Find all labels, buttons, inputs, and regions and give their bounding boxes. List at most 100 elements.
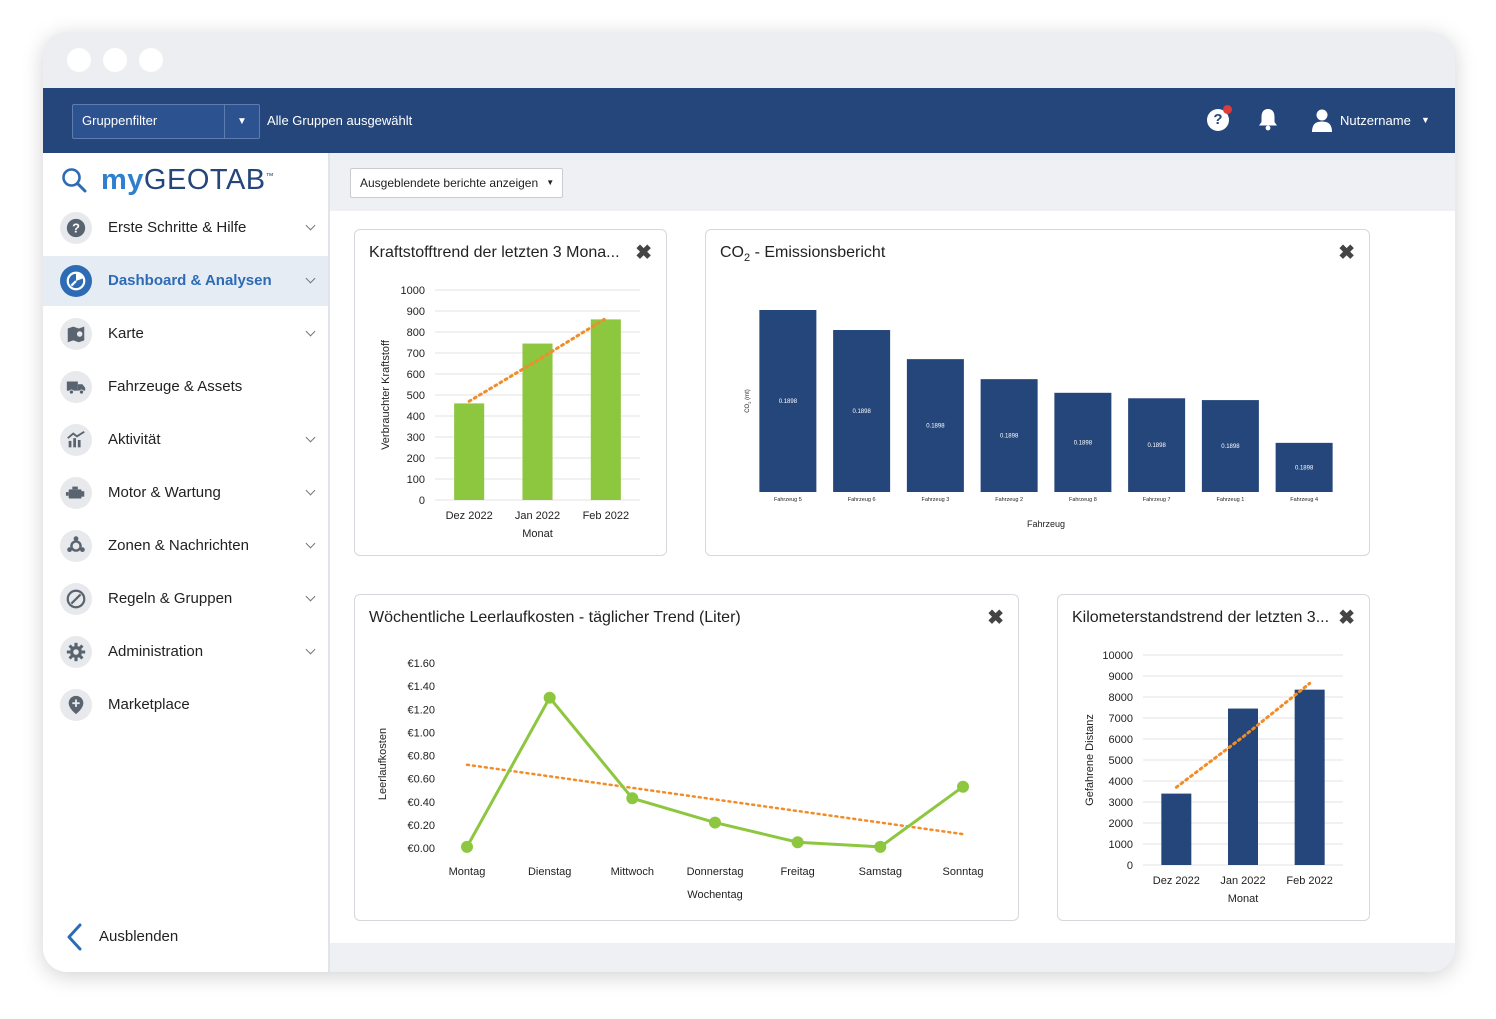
y-tick-label: 7000	[1109, 713, 1133, 725]
y-tick-label: 3000	[1109, 797, 1133, 809]
data-label: 0.1898	[1074, 440, 1093, 446]
bar	[1294, 689, 1325, 865]
browser-window: Gruppenfilter ▼ Alle Gruppen ausgewählt …	[43, 32, 1455, 972]
y-tick-label: €0.60	[407, 774, 435, 786]
bar	[906, 359, 964, 492]
sidebar-item-motor-wartung[interactable]: Motor & Wartung	[43, 468, 328, 518]
zones-icon	[60, 530, 92, 562]
help-icon: ?	[60, 212, 92, 244]
sidebar-item-label: Motor & Wartung	[108, 484, 221, 501]
y-axis-label: Gefahrene Distanz	[1084, 714, 1096, 806]
data-label: 0.1898	[1221, 444, 1240, 450]
idle-cost-card: Wöchentliche Leerlaufkosten - täglicher …	[354, 594, 1019, 921]
x-tick-label: Fahrzeug 5	[774, 497, 802, 503]
chevron-down-icon[interactable]	[305, 538, 316, 549]
bar	[454, 403, 485, 500]
hide-sidebar-button[interactable]: Ausblenden	[65, 923, 178, 951]
y-tick-label: 300	[407, 432, 425, 444]
user-icon[interactable]	[1311, 108, 1333, 132]
show-hidden-reports-dropdown[interactable]: Ausgeblendete berichte anzeigen ▼	[350, 168, 564, 198]
x-tick-label: Fahrzeug 6	[848, 497, 876, 503]
chevron-down-icon[interactable]	[305, 220, 316, 231]
close-icon[interactable]: ✖	[1338, 607, 1355, 629]
rules-icon	[60, 583, 92, 615]
co2-emission-card: CO2 - Emissionsbericht ✖ 0.1898 Fahrzeug …	[705, 229, 1370, 556]
chevron-down-icon[interactable]	[305, 326, 316, 337]
chevron-down-icon[interactable]	[305, 273, 316, 284]
bar	[1161, 793, 1192, 865]
y-axis-label: Verbrauchter Kraftstoff	[380, 339, 392, 450]
bar	[1275, 442, 1333, 492]
y-tick-label: €1.00	[407, 727, 435, 739]
x-tick-label: Fahrzeug 2	[995, 497, 1023, 503]
card-title: Kraftstofftrend der letzten 3 Mona...	[369, 244, 620, 261]
help-button[interactable]: ?	[1207, 105, 1232, 131]
y-tick-label: 5000	[1109, 755, 1133, 767]
data-point	[461, 840, 473, 853]
data-point	[543, 691, 556, 704]
x-tick-label: Dez 2022	[446, 510, 493, 522]
sidebar-item-label: Marketplace	[108, 696, 190, 713]
bar	[1128, 398, 1186, 492]
group-filter-dropdown[interactable]: Gruppenfilter ▼	[72, 104, 260, 139]
sidebar-item-regeln-gruppen[interactable]: Regeln & Gruppen	[43, 574, 328, 624]
truck-icon	[60, 371, 92, 403]
window-dot[interactable]	[67, 48, 91, 72]
y-tick-label: 0	[1127, 860, 1133, 872]
chevron-down-icon[interactable]	[305, 591, 316, 602]
sidebar-item-erste-schritte-hilfe[interactable]: ? Erste Schritte & Hilfe	[43, 203, 328, 253]
data-label: 0.1898	[1147, 443, 1166, 449]
data-point	[709, 816, 721, 829]
close-icon[interactable]: ✖	[1338, 242, 1355, 264]
username-label[interactable]: Nutzername	[1340, 113, 1411, 128]
search-icon[interactable]	[61, 167, 87, 193]
sidebar-item-administration[interactable]: Administration	[43, 627, 328, 677]
window-titlebar	[43, 32, 1455, 88]
y-axis-label: CO2 (mt)	[745, 389, 752, 413]
sidebar-item-zonen-nachrichten[interactable]: Zonen & Nachrichten	[43, 521, 328, 571]
x-tick-label: Fahrzeug 1	[1216, 497, 1244, 503]
bar	[980, 379, 1038, 492]
y-tick-label: €1.40	[407, 681, 435, 693]
data-label: 0.1898	[1295, 465, 1314, 471]
sidebar-item-marketplace[interactable]: Marketplace	[43, 680, 328, 730]
close-icon[interactable]: ✖	[987, 607, 1004, 629]
x-tick-label: Feb 2022	[1286, 875, 1332, 887]
map-icon	[60, 318, 92, 350]
sidebar: myGEOTAB™ ? Erste Schritte & Hilfe Dashboa…	[43, 153, 330, 972]
mygeotab-logo[interactable]: myGEOTAB™	[61, 164, 274, 196]
close-icon[interactable]: ✖	[635, 242, 652, 264]
dashboard-content: Ausgeblendete berichte anzeigen ▼ Krafts…	[330, 153, 1455, 943]
data-label: 0.1898	[779, 399, 798, 405]
card-title: Kilometerstandstrend der letzten 3...	[1072, 609, 1330, 626]
bar	[522, 343, 553, 500]
sidebar-item-aktivität[interactable]: Aktivität	[43, 415, 328, 465]
caret-down-icon[interactable]: ▼	[224, 105, 259, 138]
group-status-text: Alle Gruppen ausgewählt	[267, 113, 413, 128]
y-tick-label: €0.40	[407, 797, 435, 809]
x-axis-label: Wochentag	[687, 889, 742, 901]
caret-down-icon[interactable]: ▼	[1421, 115, 1430, 125]
chevron-down-icon[interactable]	[305, 485, 316, 496]
chevron-down-icon[interactable]	[305, 432, 316, 443]
chevron-down-icon[interactable]	[305, 644, 316, 655]
bell-icon[interactable]	[1257, 107, 1279, 131]
sidebar-item-dashboard-analysen[interactable]: Dashboard & Analysen	[43, 256, 328, 306]
y-tick-label: 9000	[1109, 671, 1133, 683]
bar	[833, 330, 891, 492]
sidebar-item-fahrzeuge-assets[interactable]: Fahrzeuge & Assets	[43, 362, 328, 412]
window-dot[interactable]	[103, 48, 127, 72]
sidebar-item-karte[interactable]: Karte	[43, 309, 328, 359]
data-point	[957, 780, 969, 793]
trend-line	[467, 316, 608, 403]
y-tick-label: €0.20	[407, 820, 435, 832]
window-dot[interactable]	[139, 48, 163, 72]
dashboard-toolbar: Ausgeblendete berichte anzeigen ▼	[330, 153, 1455, 211]
y-tick-label: 100	[407, 474, 425, 486]
odometer-trend-chart: 0 1000 2000 3000 4000 5000 6000 7000 8000 9000 100…	[1084, 650, 1343, 905]
x-tick-label: Jan 2022	[515, 510, 560, 522]
activity-chart-icon	[60, 424, 92, 456]
show-hidden-reports-label: Ausgeblendete berichte anzeigen	[360, 176, 539, 190]
x-tick-label: Fahrzeug 8	[1069, 497, 1097, 503]
top-navigation-bar: Gruppenfilter ▼ Alle Gruppen ausgewählt …	[43, 88, 1455, 153]
